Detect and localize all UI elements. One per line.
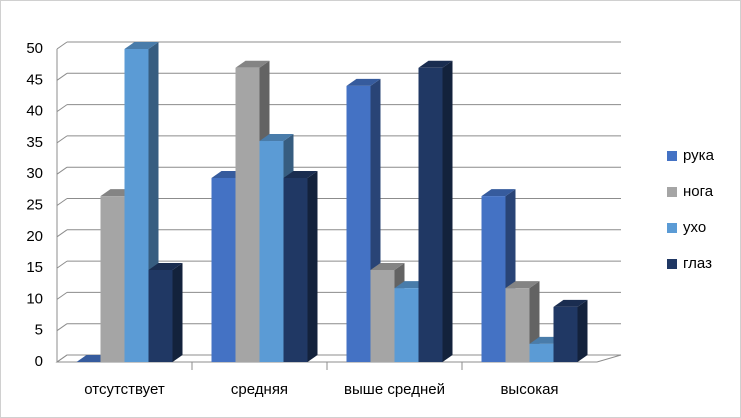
bar-top (370, 262, 405, 270)
bar-top (553, 299, 588, 307)
bar-side (442, 60, 453, 362)
legend-label: ухо (683, 219, 706, 236)
x-tick-label: высокая (500, 381, 558, 398)
legend-label: глаз (683, 255, 712, 272)
wall-side-line (56, 104, 68, 113)
legend-label: рука (683, 147, 715, 164)
x-tick-label: выше средней (344, 381, 445, 398)
x-tick-label: средняя (231, 381, 288, 398)
bar (235, 67, 260, 362)
wall-side-line (56, 198, 68, 206)
legend-swatch (667, 259, 677, 269)
bar (370, 269, 395, 362)
bar (505, 288, 530, 362)
bar (124, 49, 149, 362)
y-tick-label: 5 (35, 322, 43, 339)
y-tick-label: 10 (26, 290, 43, 307)
bar (346, 85, 371, 363)
bar (481, 196, 506, 362)
bar-top (505, 281, 540, 289)
x-tick-label: отсутствует (84, 381, 165, 398)
bar-side (307, 170, 318, 362)
bar (100, 196, 125, 362)
bar (211, 177, 236, 362)
bar-top (124, 42, 159, 49)
y-tick-label: 50 (26, 40, 43, 57)
bar-top (148, 262, 183, 270)
bar-side (577, 299, 588, 362)
legend-swatch (667, 187, 677, 197)
y-tick-label: 25 (26, 196, 43, 213)
y-tick-label: 45 (26, 71, 43, 88)
legend-label: нога (683, 183, 714, 200)
y-tick-label: 35 (26, 134, 43, 151)
wall-side-line (56, 291, 68, 300)
wall-side-line (56, 135, 68, 144)
bar-top (481, 189, 516, 197)
y-tick-label: 15 (26, 259, 43, 276)
bar-top (346, 78, 381, 86)
y-tick-label: 30 (26, 165, 43, 182)
legend-swatch (667, 151, 677, 161)
bar-top (235, 60, 270, 68)
bar (529, 343, 554, 362)
wall-side-line (56, 229, 68, 238)
bar-top (418, 60, 453, 68)
y-tick-label: 0 (35, 353, 43, 370)
legend-swatch (667, 223, 677, 233)
bar (418, 67, 443, 362)
bar (283, 177, 308, 362)
wall-side-line (56, 72, 68, 81)
wall-side-line (56, 354, 68, 363)
wall-side-line (56, 41, 68, 50)
bar (259, 141, 284, 362)
y-tick-label: 40 (26, 103, 43, 120)
bar (553, 306, 578, 362)
wall-side-line (56, 166, 68, 175)
bar-top (259, 134, 294, 142)
wall-side-line (56, 323, 68, 332)
bar (394, 288, 419, 362)
bar (148, 269, 173, 362)
bar-top (283, 170, 318, 178)
y-tick-label: 20 (26, 228, 43, 245)
wall-side-line (56, 260, 68, 269)
bar-side (172, 262, 183, 362)
